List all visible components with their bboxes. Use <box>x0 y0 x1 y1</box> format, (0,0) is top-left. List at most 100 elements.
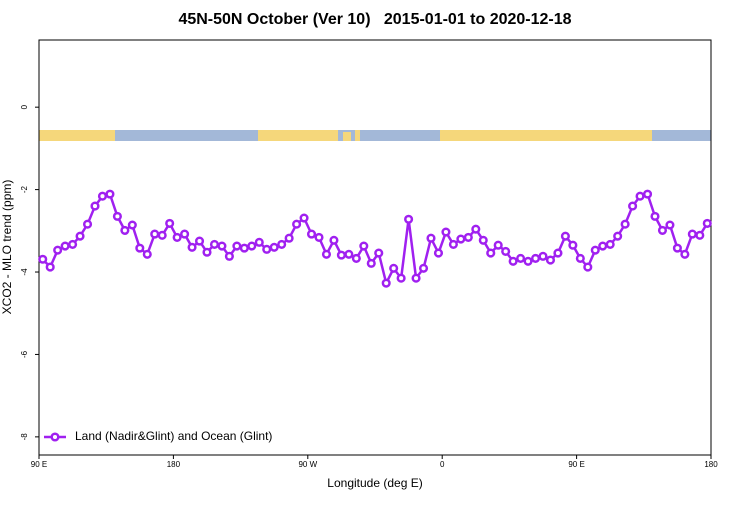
point <box>277 239 287 249</box>
point <box>150 229 160 239</box>
point <box>530 253 541 263</box>
point <box>38 254 48 264</box>
y-axis-title: XCO2 - MLO trend (ppm) <box>0 180 14 315</box>
x-tick-label: 90 E <box>31 460 47 469</box>
point <box>232 241 242 251</box>
point <box>680 249 690 259</box>
point <box>135 243 145 253</box>
point <box>396 273 406 283</box>
point <box>523 256 533 266</box>
point <box>650 211 660 221</box>
point <box>112 211 122 221</box>
point <box>590 245 600 255</box>
point <box>45 262 55 272</box>
point <box>583 262 593 272</box>
point <box>456 234 466 244</box>
point <box>508 256 518 266</box>
point <box>165 218 175 228</box>
point <box>389 263 399 273</box>
point <box>642 189 653 199</box>
y-tick-label: -2 <box>20 185 29 193</box>
x-axis-title: Longitude (deg E) <box>327 476 422 490</box>
point <box>568 240 578 250</box>
point <box>448 239 458 249</box>
point <box>209 239 220 249</box>
point <box>217 241 227 251</box>
series-line <box>41 192 709 287</box>
point <box>463 232 473 242</box>
point <box>187 242 197 252</box>
point <box>127 220 137 230</box>
point <box>501 246 511 256</box>
point <box>314 232 324 242</box>
point <box>269 242 279 252</box>
point <box>695 230 705 240</box>
point <box>359 241 369 251</box>
point <box>516 253 526 263</box>
point <box>105 189 115 199</box>
point <box>336 250 346 260</box>
point <box>321 249 332 259</box>
point <box>329 235 339 245</box>
point <box>374 248 384 258</box>
point <box>194 236 205 246</box>
point <box>381 278 391 288</box>
point <box>180 229 190 239</box>
point <box>60 241 70 251</box>
point <box>202 247 212 257</box>
point <box>224 251 234 261</box>
point <box>418 263 429 273</box>
point <box>560 231 570 241</box>
point <box>471 224 481 234</box>
point <box>478 235 488 245</box>
point <box>575 253 585 263</box>
point <box>254 237 264 247</box>
point <box>157 230 167 240</box>
point <box>299 213 309 223</box>
point <box>433 248 444 258</box>
point <box>239 243 249 253</box>
point <box>142 249 152 259</box>
point <box>493 240 503 250</box>
point <box>97 191 108 201</box>
point <box>426 233 436 243</box>
point <box>68 239 78 249</box>
point <box>613 231 623 241</box>
point <box>75 231 85 241</box>
point <box>702 218 712 228</box>
point <box>545 255 556 265</box>
point <box>628 201 638 211</box>
point <box>284 233 294 243</box>
point <box>120 225 130 235</box>
y-tick-label: -6 <box>20 350 29 358</box>
point <box>82 219 93 229</box>
point <box>247 241 257 251</box>
point <box>306 229 317 239</box>
point <box>366 258 376 268</box>
point <box>665 220 675 230</box>
point <box>351 253 361 263</box>
x-tick-label: 180 <box>704 460 718 469</box>
point <box>657 225 668 235</box>
point <box>687 229 697 239</box>
point <box>344 249 354 259</box>
point <box>404 214 414 224</box>
y-tick-label: -4 <box>20 268 29 276</box>
y-tick-label: 0 <box>20 104 29 109</box>
plot-frame <box>38 39 712 456</box>
x-tick-label: 180 <box>167 460 181 469</box>
x-tick-label: 90 W <box>298 460 317 469</box>
y-tick-label: -8 <box>20 433 29 441</box>
point <box>538 251 548 261</box>
point <box>90 201 100 211</box>
point <box>262 244 272 254</box>
point <box>486 248 496 258</box>
point <box>441 227 451 237</box>
land-ocean-strip <box>39 130 711 141</box>
point <box>553 248 563 258</box>
point <box>672 243 682 253</box>
point <box>411 273 421 283</box>
point <box>53 245 63 255</box>
point <box>292 219 302 229</box>
